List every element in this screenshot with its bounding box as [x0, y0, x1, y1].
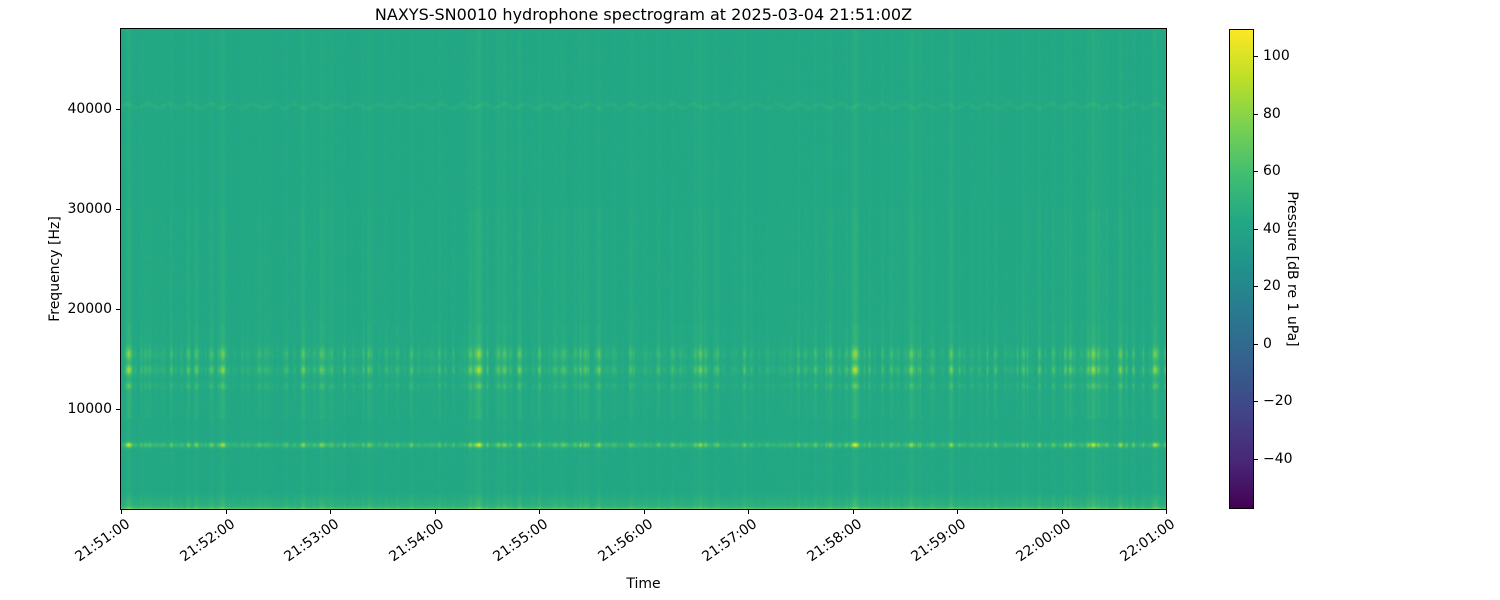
y-tick-label: 20000	[67, 301, 112, 317]
colorbar-tick-mark	[1254, 114, 1258, 115]
y-tick-mark	[116, 209, 120, 210]
y-tick-mark	[116, 409, 120, 410]
chart-title: NAXYS-SN0010 hydrophone spectrogram at 2…	[374, 5, 913, 24]
colorbar-tick-label: 0	[1263, 336, 1272, 352]
x-tick-mark	[644, 510, 645, 514]
x-tick-mark	[957, 510, 958, 514]
x-tick-mark	[1062, 510, 1063, 514]
x-tick-label: 22:00:00	[1013, 516, 1075, 566]
x-tick-mark	[1166, 510, 1167, 514]
x-tick-label: 21:57:00	[699, 516, 761, 566]
x-tick-mark	[539, 510, 540, 514]
x-tick-label: 21:53:00	[281, 516, 343, 566]
x-tick-mark	[853, 510, 854, 514]
x-tick-mark	[748, 510, 749, 514]
colorbar-tick-mark	[1254, 401, 1258, 402]
colorbar-tick-mark	[1254, 344, 1258, 345]
x-tick-label: 21:51:00	[72, 516, 134, 566]
y-tick-mark	[116, 109, 120, 110]
colorbar-tick-label: −20	[1263, 393, 1293, 409]
y-tick-mark	[116, 309, 120, 310]
colorbar-tick-label: 80	[1263, 106, 1281, 122]
colorbar-tick-mark	[1254, 459, 1258, 460]
colorbar-tick-mark	[1254, 286, 1258, 287]
x-tick-label: 21:52:00	[177, 516, 239, 566]
y-tick-label: 30000	[67, 201, 112, 217]
y-tick-label: 10000	[67, 401, 112, 417]
y-tick-label: 40000	[67, 101, 112, 117]
colorbar-tick-label: −40	[1263, 451, 1293, 467]
colorbar-tick-mark	[1254, 229, 1258, 230]
x-tick-label: 21:58:00	[804, 516, 866, 566]
x-tick-label: 21:59:00	[908, 516, 970, 566]
colorbar	[1229, 29, 1254, 509]
x-tick-mark	[121, 510, 122, 514]
colorbar-tick-label: 20	[1263, 278, 1281, 294]
x-tick-label: 21:54:00	[386, 516, 448, 566]
x-tick-mark	[226, 510, 227, 514]
x-axis-label: Time	[626, 576, 661, 592]
x-tick-mark	[330, 510, 331, 514]
x-tick-mark	[435, 510, 436, 514]
x-tick-label: 21:55:00	[490, 516, 552, 566]
colorbar-tick-mark	[1254, 56, 1258, 57]
colorbar-tick-label: 100	[1263, 48, 1290, 64]
plot-area	[120, 28, 1167, 510]
x-tick-label: 21:56:00	[595, 516, 657, 566]
colorbar-tick-label: 40	[1263, 221, 1281, 237]
colorbar-tick-label: 60	[1263, 163, 1281, 179]
colorbar-tick-mark	[1254, 171, 1258, 172]
colorbar-label: Pressure [dB re 1 uPa]	[1284, 191, 1300, 347]
spectrogram-heatmap	[121, 29, 1166, 509]
x-tick-label: 22:01:00	[1117, 516, 1179, 566]
